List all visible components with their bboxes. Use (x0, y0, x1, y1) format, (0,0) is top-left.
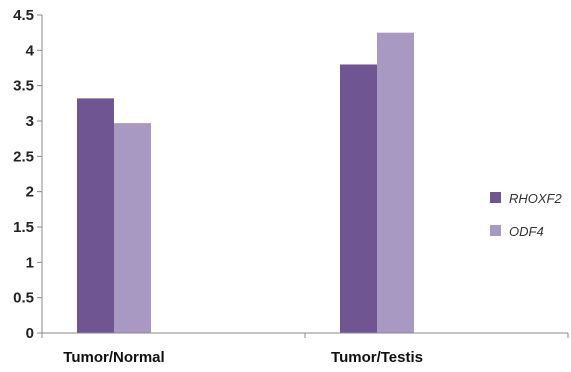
y-axis-ticks: 0 0.5 1 1.5 2 2.5 3 3.5 4 4.5 (13, 7, 42, 342)
x-category-label: Tumor/Testis (331, 349, 423, 366)
x-category-label: Tumor/Normal (63, 349, 164, 366)
legend-label-odf4: ODF4 (509, 224, 544, 239)
y-tick-label: 1 (26, 254, 34, 271)
legend-swatch-odf4 (490, 225, 501, 236)
y-tick-label: 2 (26, 184, 34, 201)
y-tick-label: 1.5 (13, 219, 34, 236)
bar-odf4-0 (114, 123, 151, 334)
y-tick-label: 3.5 (13, 78, 34, 95)
y-tick-label: 0.5 (13, 290, 34, 307)
bar-rhoxf2-0 (77, 98, 114, 334)
y-tick-label: 2.5 (13, 148, 34, 165)
bars (41, 32, 569, 338)
legend: RHOXF2 ODF4 (490, 191, 563, 239)
bar-rhoxf2-1 (340, 64, 377, 333)
y-tick-label: 0 (26, 325, 34, 342)
legend-swatch-rhoxf2 (490, 192, 501, 203)
legend-label-rhoxf2: RHOXF2 (509, 191, 563, 206)
x-axis-labels: Tumor/Normal Tumor/Testis (63, 349, 423, 366)
y-tick-label: 3 (26, 113, 34, 130)
y-tick-label: 4 (26, 42, 35, 59)
bar-odf4-1 (377, 32, 414, 334)
y-tick-label: 4.5 (13, 7, 34, 24)
